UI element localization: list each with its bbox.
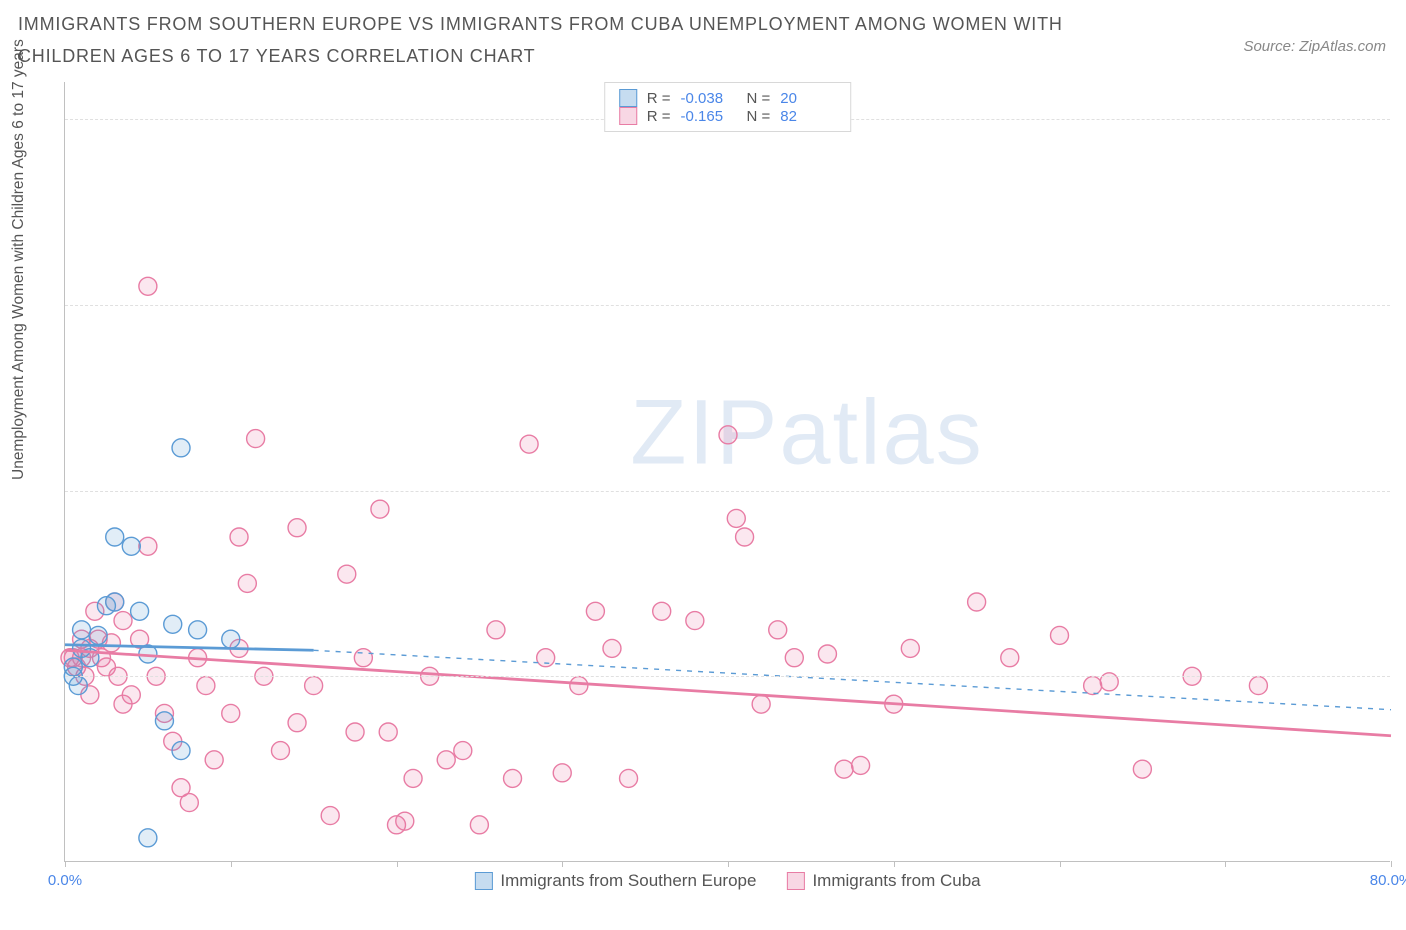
legend-swatch-icon xyxy=(619,107,637,125)
scatter-point xyxy=(164,615,182,633)
scatter-point xyxy=(537,649,555,667)
scatter-point xyxy=(247,430,265,448)
legend-row: R = -0.038 N = 20 xyxy=(619,89,837,107)
scatter-point xyxy=(968,593,986,611)
scatter-point xyxy=(603,639,621,657)
scatter-point xyxy=(686,612,704,630)
legend-row: R = -0.165 N = 82 xyxy=(619,107,837,125)
scatter-point xyxy=(901,639,919,657)
scatter-point xyxy=(271,742,289,760)
scatter-point xyxy=(1133,760,1151,778)
correlation-legend: R = -0.038 N = 20 R = -0.165 N = 82 xyxy=(604,82,852,132)
scatter-point xyxy=(131,602,149,620)
chart-title: IMMIGRANTS FROM SOUTHERN EUROPE VS IMMIG… xyxy=(18,8,1118,73)
scatter-point xyxy=(122,686,140,704)
scatter-point xyxy=(487,621,505,639)
scatter-point xyxy=(197,677,215,695)
scatter-point xyxy=(73,621,91,639)
legend-N-label: N = xyxy=(747,108,771,125)
x-tick-label: 0.0% xyxy=(48,872,82,889)
legend-R-label: R = xyxy=(647,108,671,125)
scatter-point xyxy=(230,528,248,546)
y-axis-label: Unemployment Among Women with Children A… xyxy=(10,39,28,480)
scatter-point xyxy=(338,565,356,583)
scatter-point xyxy=(172,742,190,760)
legend-series-name: Immigrants from Cuba xyxy=(812,871,980,891)
scatter-point xyxy=(288,519,306,537)
legend-N-value: 82 xyxy=(780,108,836,125)
scatter-point xyxy=(205,751,223,769)
legend-swatch-icon xyxy=(474,872,492,890)
scatter-point xyxy=(769,621,787,639)
scatter-point xyxy=(785,649,803,667)
scatter-point xyxy=(1249,677,1267,695)
legend-item: Immigrants from Cuba xyxy=(786,871,980,891)
x-tick-label: 80.0% xyxy=(1370,872,1406,889)
legend-R-value: -0.038 xyxy=(681,90,737,107)
scatter-point xyxy=(139,537,157,555)
scatter-point xyxy=(504,769,522,787)
scatter-point xyxy=(346,723,364,741)
scatter-point xyxy=(222,630,240,648)
scatter-point xyxy=(222,704,240,722)
legend-item: Immigrants from Southern Europe xyxy=(474,871,756,891)
scatter-point xyxy=(172,439,190,457)
scatter-point xyxy=(470,816,488,834)
scatter-point xyxy=(1001,649,1019,667)
scatter-point xyxy=(852,756,870,774)
scatter-point xyxy=(305,677,323,695)
legend-N-value: 20 xyxy=(780,90,836,107)
scatter-point xyxy=(835,760,853,778)
scatter-point xyxy=(155,712,173,730)
scatter-point xyxy=(379,723,397,741)
scatter-point xyxy=(736,528,754,546)
scatter-point xyxy=(288,714,306,732)
legend-R-value: -0.165 xyxy=(681,108,737,125)
source-attribution: Source: ZipAtlas.com xyxy=(1243,38,1386,55)
scatter-point xyxy=(520,435,538,453)
scatter-point xyxy=(321,807,339,825)
scatter-point xyxy=(238,574,256,592)
scatter-point xyxy=(139,277,157,295)
scatter-point xyxy=(139,829,157,847)
legend-N-label: N = xyxy=(747,90,771,107)
scatter-point xyxy=(396,812,414,830)
scatter-point xyxy=(454,742,472,760)
scatter-point xyxy=(180,794,198,812)
regression-line xyxy=(65,650,1391,735)
scatter-point xyxy=(620,769,638,787)
scatter-point xyxy=(818,645,836,663)
scatter-point xyxy=(114,612,132,630)
scatter-point xyxy=(653,602,671,620)
chart-svg xyxy=(65,82,1390,861)
scatter-point xyxy=(69,677,87,695)
series-legend: Immigrants from Southern Europe Immigran… xyxy=(474,871,980,891)
scatter-point xyxy=(106,593,124,611)
scatter-point xyxy=(371,500,389,518)
legend-series-name: Immigrants from Southern Europe xyxy=(500,871,756,891)
scatter-point xyxy=(719,426,737,444)
scatter-point xyxy=(570,677,588,695)
legend-R-label: R = xyxy=(647,90,671,107)
scatter-point xyxy=(106,528,124,546)
scatter-point xyxy=(553,764,571,782)
scatter-point xyxy=(727,509,745,527)
scatter-point xyxy=(354,649,372,667)
scatter-point xyxy=(404,769,422,787)
scatter-point xyxy=(1051,626,1069,644)
plot-area: R = -0.038 N = 20 R = -0.165 N = 82 ZIPa… xyxy=(64,82,1390,862)
legend-swatch-icon xyxy=(786,872,804,890)
scatter-point xyxy=(752,695,770,713)
scatter-point xyxy=(437,751,455,769)
scatter-point xyxy=(189,621,207,639)
scatter-point xyxy=(1084,677,1102,695)
scatter-point xyxy=(89,626,107,644)
scatter-point xyxy=(586,602,604,620)
legend-swatch-icon xyxy=(619,89,637,107)
scatter-point xyxy=(122,537,140,555)
